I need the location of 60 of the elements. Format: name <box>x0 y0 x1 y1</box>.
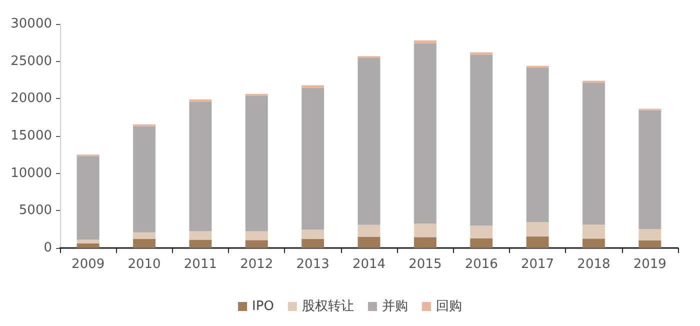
bar <box>302 230 324 240</box>
bar <box>245 94 268 96</box>
bar <box>414 224 436 238</box>
legend-label: 并购 <box>382 299 408 314</box>
bar <box>526 68 549 222</box>
bar <box>638 228 662 241</box>
bar <box>133 232 156 240</box>
bar <box>133 239 156 248</box>
y-tick-label: 5000 <box>18 203 52 218</box>
legend-label: 股权转让 <box>302 299 354 314</box>
legend-label: IPO <box>252 299 274 314</box>
bar <box>470 238 493 248</box>
x-tick-label: 2019 <box>633 257 666 272</box>
x-tick-label: 2011 <box>184 257 217 272</box>
bar <box>189 102 212 232</box>
bar <box>414 40 436 44</box>
x-tick-label: 2009 <box>72 257 105 272</box>
bar <box>470 52 493 55</box>
legend-label: 回购 <box>436 299 462 314</box>
y-tick-label: 30000 <box>10 16 52 32</box>
bar <box>302 239 324 248</box>
bar <box>189 99 212 102</box>
bar <box>245 96 268 232</box>
bar <box>358 224 380 237</box>
bar <box>358 236 380 248</box>
bar <box>582 238 605 248</box>
x-tick-label: 2012 <box>240 257 274 272</box>
bar <box>189 231 212 240</box>
bar <box>582 224 605 239</box>
x-tick-label: 2013 <box>296 257 330 272</box>
y-tick-label: 20000 <box>10 91 52 106</box>
bar <box>245 231 268 240</box>
x-tick-label: 2018 <box>577 257 610 272</box>
x-tick-label: 2016 <box>464 257 498 272</box>
bar <box>189 240 212 248</box>
bar <box>76 156 100 240</box>
y-tick-label: 0 <box>44 240 52 256</box>
x-tick-label: 2014 <box>352 257 386 272</box>
x-tick-label: 2017 <box>521 257 554 272</box>
bar <box>414 43 436 224</box>
bar <box>76 244 100 248</box>
bar <box>638 110 662 229</box>
bar <box>470 54 493 226</box>
bar <box>302 85 324 88</box>
bar <box>133 126 156 232</box>
y-tick-label: 25000 <box>10 54 52 69</box>
bar <box>76 240 100 244</box>
bar <box>526 222 549 236</box>
bar <box>526 236 549 248</box>
x-tick-label: 2010 <box>128 257 161 272</box>
bar <box>582 82 605 224</box>
bar <box>302 88 324 230</box>
bar <box>414 237 436 248</box>
y-tick-label: 15000 <box>10 128 52 144</box>
bar <box>470 226 493 238</box>
bar <box>245 240 268 248</box>
y-tick-label: 10000 <box>10 166 52 181</box>
x-tick-label: 2015 <box>408 257 442 272</box>
bar <box>638 240 662 248</box>
bar <box>358 58 380 225</box>
